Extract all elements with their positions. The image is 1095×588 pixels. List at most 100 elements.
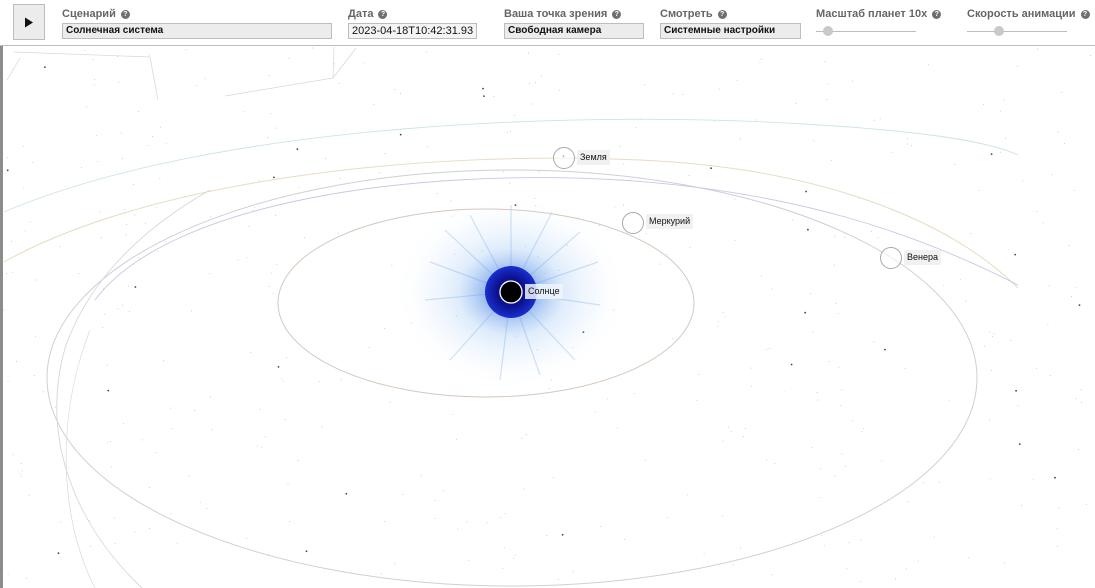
sun[interactable] [485, 266, 537, 318]
star [860, 580, 862, 582]
look-help-icon[interactable]: ? [717, 10, 727, 19]
star [1037, 48, 1039, 50]
star [394, 562, 396, 564]
star [1058, 507, 1060, 509]
star [29, 221, 31, 223]
star [138, 110, 139, 112]
planet-scale-label-row: Масштаб планет 10x? [816, 7, 942, 21]
viewpoint-select[interactable]: Свободная камера [504, 23, 644, 39]
star [378, 172, 380, 174]
date-help-icon[interactable]: ? [378, 10, 388, 19]
venus-marker[interactable] [880, 247, 902, 269]
star [840, 404, 842, 406]
star [124, 209, 126, 210]
earth-marker[interactable] [553, 147, 575, 169]
star [452, 413, 453, 415]
star [210, 216, 212, 218]
orbit-venus [46, 169, 978, 587]
anim-speed-help-icon[interactable]: ? [1080, 10, 1090, 19]
star [298, 186, 300, 188]
star [57, 552, 60, 555]
star [730, 431, 732, 433]
star [35, 336, 36, 338]
star [530, 103, 532, 105]
star [718, 88, 720, 90]
scenario-control: Сценарий? [62, 7, 130, 21]
star [1080, 389, 1082, 391]
star [195, 85, 197, 87]
star [339, 178, 341, 180]
star [78, 273, 80, 274]
star [509, 182, 511, 184]
star [148, 486, 150, 488]
star [810, 292, 812, 294]
star [771, 574, 773, 576]
star [991, 336, 993, 338]
scenario-help-icon[interactable]: ? [120, 10, 130, 19]
star [33, 375, 35, 377]
scenario-label-row: Сценарий? [62, 7, 130, 21]
star [101, 327, 103, 329]
planet-scale-help-icon[interactable]: ? [932, 10, 942, 19]
star [644, 459, 646, 461]
earth-label[interactable]: Земля [577, 150, 610, 165]
star [891, 151, 893, 153]
sun-label[interactable]: Солнце [525, 284, 563, 299]
scenario-select[interactable]: Солнечная система [62, 23, 332, 39]
play-button[interactable] [13, 4, 45, 40]
star [270, 113, 272, 115]
star [990, 153, 993, 156]
star [250, 351, 252, 353]
star [1075, 398, 1077, 399]
star [7, 380, 9, 382]
viewpoint-help-icon[interactable]: ? [612, 10, 622, 19]
star [828, 361, 830, 362]
star [1090, 55, 1091, 57]
star [297, 460, 299, 461]
mercury-label[interactable]: Меркурий [646, 214, 694, 229]
mercury-marker[interactable] [622, 212, 644, 234]
star [261, 447, 262, 449]
star [288, 57, 290, 59]
star [1032, 479, 1034, 481]
star [252, 209, 254, 211]
star [32, 161, 34, 163]
star [254, 206, 256, 208]
star [807, 228, 809, 231]
planet-scale-slider[interactable] [816, 26, 916, 36]
star [268, 74, 270, 76]
look-select[interactable]: Системные настройки [660, 23, 801, 39]
star [1085, 503, 1087, 505]
star [384, 521, 386, 523]
star [318, 380, 320, 382]
date-input[interactable]: 2023-04-18T10:42:31.93 [348, 23, 477, 39]
star [844, 236, 846, 238]
star [90, 545, 92, 547]
star [817, 399, 819, 401]
planet-scale-thumb[interactable] [823, 26, 834, 36]
star [984, 345, 985, 347]
venus-label[interactable]: Венера [904, 250, 941, 265]
star [334, 63, 336, 65]
star [166, 143, 168, 145]
star [122, 304, 124, 306]
star [525, 434, 527, 435]
star [879, 118, 881, 120]
star [7, 573, 9, 575]
star [970, 232, 971, 234]
star [141, 439, 143, 441]
anim-speed-slider[interactable] [967, 26, 1067, 36]
star [99, 211, 101, 213]
star [111, 466, 113, 468]
star [623, 163, 624, 165]
star [450, 200, 452, 202]
anim-speed-thumb[interactable] [994, 26, 1004, 36]
star [804, 311, 807, 314]
star [513, 114, 515, 116]
anim-speed-label-row: Скорость анимации? [967, 7, 1090, 21]
star [499, 516, 501, 518]
star [483, 95, 485, 97]
star [373, 103, 375, 105]
star [275, 215, 277, 217]
star [12, 454, 14, 456]
